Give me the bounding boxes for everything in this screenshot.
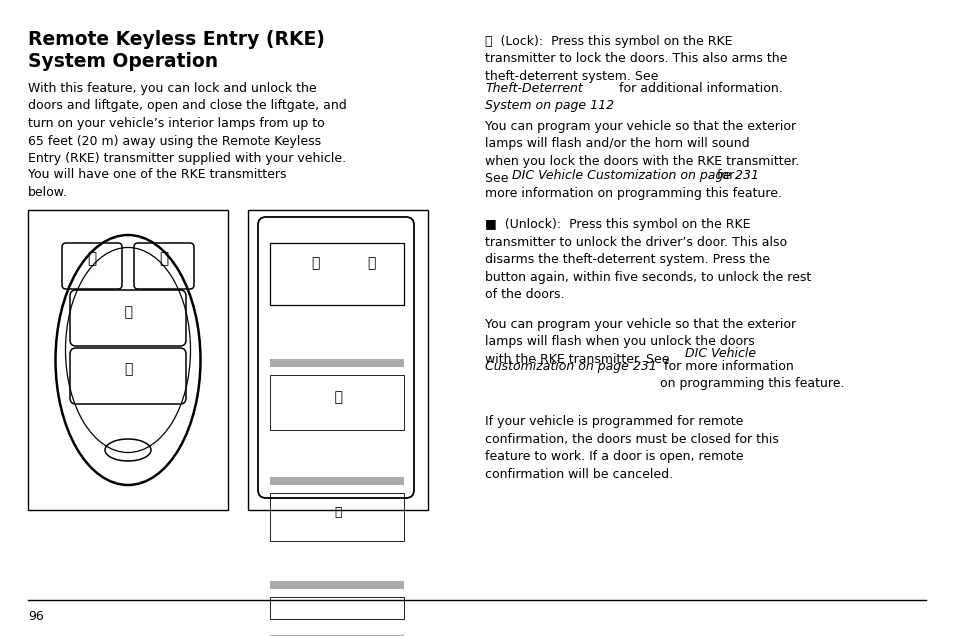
Bar [270,597,403,619]
Text: ■  (Unlock):  Press this symbol on the RKE
transmitter to unlock the driver’s do: ■ (Unlock): Press this symbol on the RKE… [484,218,810,301]
Text: You will have one of the RKE transmitters
below.: You will have one of the RKE transmitter… [28,168,286,198]
Bar [270,635,403,636]
Text: for
more information on programming this feature.: for more information on programming this… [484,169,781,200]
Text: 🚗: 🚗 [124,362,132,376]
Bar [28,210,228,510]
Text: 96: 96 [28,610,44,623]
Bar [270,375,403,430]
Bar [270,359,403,367]
Text: 🚗: 🚗 [334,389,342,403]
Text: Theft-Deterrent
System on page 112: Theft-Deterrent System on page 112 [484,82,614,113]
Text: You can program your vehicle so that the exterior
lamps will flash and/or the ho: You can program your vehicle so that the… [484,120,799,186]
Bar [270,243,403,305]
Text: DIC Vehicle Customization on page 231: DIC Vehicle Customization on page 231 [512,169,759,182]
Text: DIC Vehicle: DIC Vehicle [684,347,756,360]
Text: 🚗: 🚗 [124,304,132,318]
Text: ⚿  (Lock):  Press this symbol on the RKE
transmitter to lock the doors. This als: ⚿ (Lock): Press this symbol on the RKE t… [484,35,786,83]
Text: 🔒: 🔒 [311,256,319,270]
Text: Remote Keyless Entry (RKE): Remote Keyless Entry (RKE) [28,30,325,49]
Text: If your vehicle is programmed for remote
confirmation, the doors must be closed : If your vehicle is programmed for remote… [484,415,778,481]
Text: You can program your vehicle so that the exterior
lamps will flash when you unlo: You can program your vehicle so that the… [484,318,796,366]
Bar [270,493,403,541]
Text: for more information
on programming this feature.: for more information on programming this… [659,360,843,391]
Bar [270,477,403,485]
Text: for additional information.: for additional information. [615,82,781,95]
Text: 🔓: 🔓 [366,256,375,270]
Text: Customization on page 231: Customization on page 231 [484,360,657,373]
Text: 🚗: 🚗 [334,506,341,519]
Bar [270,581,403,589]
Text: 🔓: 🔓 [159,251,169,266]
Text: 🔒: 🔒 [88,251,96,266]
Text: System Operation: System Operation [28,52,218,71]
Bar [248,210,428,510]
Text: With this feature, you can lock and unlock the
doors and liftgate, open and clos: With this feature, you can lock and unlo… [28,82,346,165]
